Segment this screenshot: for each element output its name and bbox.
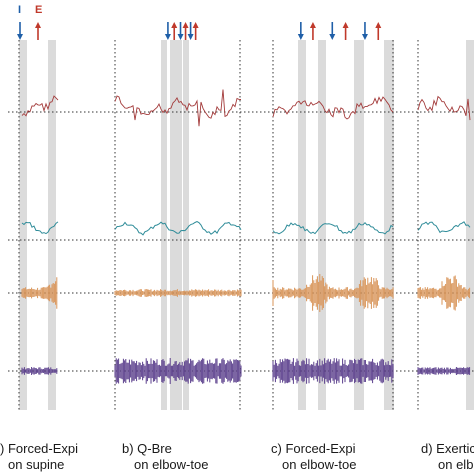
legend-inspiration-label: I bbox=[18, 4, 22, 16]
event-band bbox=[466, 40, 474, 410]
emg-orange-trace bbox=[417, 275, 471, 311]
arrow-head bbox=[192, 22, 199, 28]
event-band bbox=[161, 40, 167, 410]
flow-trace bbox=[272, 221, 394, 235]
expiration-arrow bbox=[35, 22, 41, 40]
emg-orange-trace bbox=[21, 277, 58, 309]
panel-b-label-line2: on elbow-toe bbox=[134, 457, 209, 472]
event-band bbox=[170, 40, 176, 410]
event-band bbox=[48, 40, 56, 410]
expiration-arrow bbox=[342, 22, 349, 40]
pressure-trace bbox=[272, 96, 394, 120]
inspiration-arrow bbox=[177, 22, 184, 40]
arrow-head bbox=[309, 22, 316, 28]
emg-purple-trace bbox=[272, 358, 394, 384]
inspiration-arrow bbox=[187, 22, 194, 40]
panel-b-label-line1: b) Q-Bre bbox=[122, 441, 172, 456]
arrow-head bbox=[182, 22, 189, 28]
flow-trace bbox=[114, 221, 242, 236]
arrow-head bbox=[342, 22, 349, 28]
arrow-head bbox=[164, 34, 171, 40]
expiration-arrow bbox=[192, 22, 199, 40]
event-band bbox=[298, 40, 306, 410]
arrow-head bbox=[171, 22, 178, 28]
event-bands bbox=[19, 40, 474, 410]
arrow-head bbox=[329, 34, 336, 40]
arrow-head bbox=[177, 34, 184, 40]
panel-a-label-line1: ) Forced-Expi bbox=[0, 441, 79, 456]
panel-d-label-line2: on elb bbox=[438, 457, 474, 472]
arrow-head bbox=[35, 22, 41, 28]
arrow-head bbox=[361, 34, 368, 40]
arrow-head bbox=[187, 34, 194, 40]
expiration-arrow bbox=[182, 22, 189, 40]
event-band bbox=[19, 40, 27, 410]
expiration-arrow bbox=[309, 22, 316, 40]
inspiration-arrow bbox=[17, 22, 23, 40]
inspiration-arrow bbox=[361, 22, 368, 40]
arrow-head bbox=[375, 22, 382, 28]
expiration-arrow bbox=[375, 22, 382, 40]
channel-baselines bbox=[8, 111, 474, 372]
event-band bbox=[183, 40, 189, 410]
panel-c-label-line1: c) Forced-Expi bbox=[271, 441, 356, 456]
panel-a-label-line2: on supine bbox=[8, 457, 65, 472]
event-band bbox=[354, 40, 364, 410]
pressure-trace bbox=[21, 95, 59, 117]
emg-purple-trace bbox=[21, 367, 58, 375]
arrow-head bbox=[17, 34, 23, 40]
flow-trace bbox=[417, 221, 471, 234]
expiration-arrow bbox=[171, 22, 178, 40]
panel-d-label-line1: d) Exertic bbox=[421, 441, 474, 456]
inspiration-arrow bbox=[164, 22, 171, 40]
emg-purple-trace bbox=[417, 367, 471, 375]
inspiration-arrow bbox=[329, 22, 336, 40]
signal-traces bbox=[21, 89, 471, 384]
pressure-trace bbox=[114, 89, 242, 127]
emg-purple-trace bbox=[114, 358, 242, 384]
flow-trace bbox=[21, 221, 59, 235]
event-band bbox=[384, 40, 394, 410]
panel-c-label-line2: on elbow-toe bbox=[282, 457, 357, 472]
emg-orange-trace bbox=[114, 289, 242, 297]
pressure-trace bbox=[417, 95, 471, 121]
legend-expiration-label: E bbox=[35, 4, 43, 16]
breathing-cues bbox=[17, 22, 382, 40]
panel-boundaries bbox=[18, 40, 419, 410]
event-band bbox=[176, 40, 182, 410]
arrow-head bbox=[297, 34, 304, 40]
emg-orange-trace bbox=[272, 274, 394, 312]
inspiration-arrow bbox=[297, 22, 304, 40]
